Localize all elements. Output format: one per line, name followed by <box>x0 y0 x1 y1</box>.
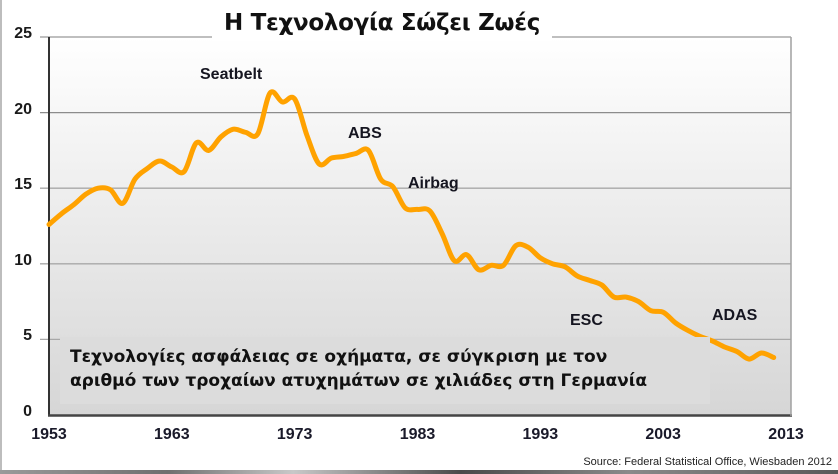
y-tick-label: 15 <box>14 176 32 194</box>
image-left-border <box>0 0 2 474</box>
chart-title: Η Τεχνολογία Σώζει Ζωές <box>212 7 552 41</box>
image-bottom-border <box>0 470 838 474</box>
x-tick-label: 1963 <box>154 426 190 443</box>
x-tick-label: 1953 <box>31 426 67 443</box>
x-tick-label: 2003 <box>645 426 681 443</box>
annotation-seatbelt: Seatbelt <box>200 66 263 83</box>
y-tick-label: 0 <box>23 403 32 420</box>
x-tick-label: 1983 <box>399 426 436 443</box>
caption-line-2: αριθμό των τροχαίων ατυχημάτων σε χιλιάδ… <box>70 371 648 391</box>
annotation-abs: ABS <box>348 125 382 142</box>
annotation-adas: ADAS <box>712 307 758 324</box>
caption-line-1: Τεχνολογίες ασφάλειας σε οχήματα, σε σύγ… <box>70 347 608 367</box>
fatalities-line <box>46 89 777 362</box>
x-tick-label: 1973 <box>276 426 313 443</box>
y-tick-label: 5 <box>23 327 32 345</box>
x-tick-label: 2013 <box>768 426 804 443</box>
y-tick-label: 10 <box>14 251 32 269</box>
y-tick-label: 20 <box>14 100 32 118</box>
annotation-airbag: Airbag <box>408 175 459 192</box>
x-tick-label: 1993 <box>522 426 559 443</box>
chart-caption: Τεχνολογίες ασφάλειας σε οχήματα, σε σύγ… <box>60 337 710 404</box>
annotation-esc: ESC <box>570 312 603 329</box>
y-tick-label: 25 <box>14 25 32 42</box>
source-note: Source: Federal Statistical Office, Wies… <box>583 456 832 468</box>
